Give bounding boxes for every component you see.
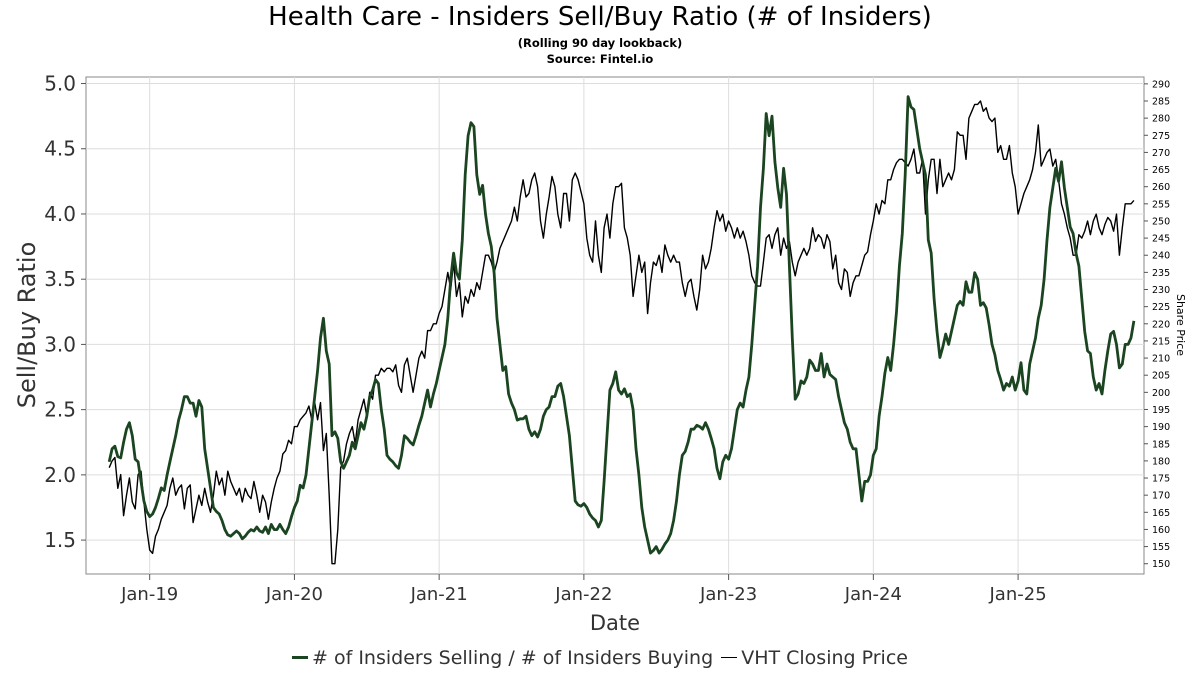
chart-subtitle: (Rolling 90 day lookback)	[517, 36, 683, 50]
y2-tick-label: 215	[1152, 336, 1170, 347]
y2-tick-label: 225	[1152, 302, 1170, 313]
y2-tick-label: 275	[1152, 131, 1170, 142]
chart-title: Health Care - Insiders Sell/Buy Ratio (#…	[268, 2, 932, 32]
legend-item-price: VHT Closing Price	[721, 647, 908, 669]
y2-tick-label: 240	[1152, 251, 1170, 262]
y2-tick-label: 250	[1152, 216, 1170, 227]
y2-tick-label: 255	[1152, 199, 1170, 210]
y-axis-label: Sell/Buy Ratio	[13, 242, 41, 409]
y2-tick-label: 280	[1152, 114, 1170, 125]
y-axis-left: 1.5 2.0 2.5 3.0 3.5 4.0 4.5 5.0	[44, 72, 86, 552]
y2-tick-label: 180	[1152, 456, 1170, 467]
legend-label-price: VHT Closing Price	[741, 647, 908, 669]
y2-tick-label: 210	[1152, 354, 1170, 365]
x-tick-label: Jan-22	[554, 584, 612, 605]
y2-tick-label: 290	[1152, 79, 1170, 90]
y2-tick-label: 235	[1152, 268, 1170, 279]
y2-tick-label: 170	[1152, 491, 1170, 502]
y2-tick-label: 270	[1152, 148, 1170, 159]
legend-swatch-price	[721, 656, 738, 658]
y2-tick-label: 185	[1152, 439, 1170, 450]
y-tick-label: 5.0	[44, 72, 76, 96]
y-tick-label: 1.5	[44, 528, 76, 552]
y2-tick-label: 285	[1152, 96, 1170, 107]
y2-tick-label: 205	[1152, 371, 1170, 382]
legend: # of Insiders Selling / # of Insiders Bu…	[0, 647, 1200, 669]
legend-item-ratio: # of Insiders Selling / # of Insiders Bu…	[292, 647, 713, 669]
y-tick-label: 2.5	[44, 398, 76, 422]
y2-tick-label: 150	[1152, 559, 1170, 570]
y2-tick-label: 165	[1152, 508, 1170, 519]
y-tick-label: 2.0	[44, 463, 76, 487]
series-line-sell-buy-ratio	[107, 95, 1136, 555]
y2-tick-label: 200	[1152, 388, 1170, 399]
x-axis-label: Date	[590, 611, 640, 635]
y2-tick-label: 230	[1152, 285, 1170, 296]
y2-tick-label: 155	[1152, 542, 1170, 553]
y2-tick-label: 265	[1152, 165, 1170, 176]
y2-tick-label: 195	[1152, 405, 1170, 416]
x-tick-label: Jan-20	[265, 584, 323, 605]
x-tick-label: Jan-23	[699, 584, 757, 605]
x-tick-label: Jan-21	[410, 584, 468, 605]
y-tick-label: 4.0	[44, 202, 76, 226]
x-tick-label: Jan-25	[989, 584, 1047, 605]
y2-tick-label: 245	[1152, 234, 1170, 245]
y2-axis-label: Share Price	[1174, 294, 1187, 356]
legend-swatch-ratio	[292, 655, 308, 659]
chart-source: Source: Fintel.io	[546, 52, 654, 66]
y-tick-label: 4.5	[44, 137, 76, 161]
x-axis: Jan-19 Jan-20 Jan-21 Jan-22 Jan-23 Jan-24 Jan-…	[120, 574, 1047, 605]
x-tick-label: Jan-24	[844, 584, 902, 605]
y2-tick-label: 175	[1152, 474, 1170, 485]
y2-tick-label: 260	[1152, 182, 1170, 193]
legend-label-ratio: # of Insiders Selling / # of Insiders Bu…	[312, 647, 714, 669]
y2-tick-label: 190	[1152, 422, 1170, 433]
y2-tick-label: 220	[1152, 319, 1170, 330]
y-tick-label: 3.0	[44, 332, 76, 356]
plot-frame	[85, 76, 1145, 575]
series-lines	[107, 95, 1136, 565]
gridlines	[86, 77, 1144, 574]
y-tick-label: 3.5	[44, 267, 76, 291]
y-axis-right: 150 155 160 165 170 175 180 185 190 195 200 205 210 2…	[1144, 79, 1170, 570]
x-tick-label: Jan-19	[120, 584, 178, 605]
y2-tick-label: 160	[1152, 525, 1170, 536]
series-line-vht-price	[108, 100, 1135, 565]
